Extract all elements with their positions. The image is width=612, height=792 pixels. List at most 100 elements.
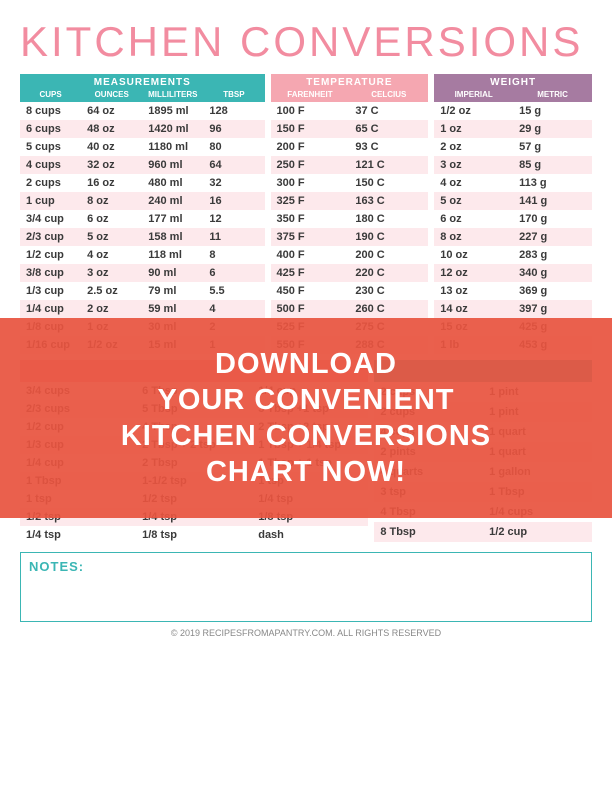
table-cell: 85 g [513,156,592,174]
table-cell: 8 cups [20,102,81,120]
table-cell: 113 g [513,174,592,192]
table-cell: 2 cups [20,174,81,192]
table-cell: 8 oz [434,228,513,246]
column-header: METRIC [513,90,592,99]
table-cell: 57 g [513,138,592,156]
table-row: 150 F65 C [271,120,429,138]
column-header: IMPERIAL [434,90,513,99]
table-cell: 200 F [271,138,350,156]
table-cell: 16 oz [81,174,142,192]
table-row: 8 cups64 oz1895 ml128 [20,102,265,120]
table-cell: 2 oz [434,138,513,156]
table-row: 3/8 cup3 oz90 ml6 [20,264,265,282]
weight-table: WEIGHT IMPERIALMETRIC 1/2 oz15 g1 oz29 g… [434,74,592,354]
table-cell: 128 [203,102,264,120]
temperature-header: TEMPERATURE [271,74,429,89]
table-cell: 8 Tbsp [374,522,483,542]
column-header: TBSP [203,90,264,99]
overlay-text: DOWNLOADYOUR CONVENIENTKITCHEN CONVERSIO… [121,346,491,491]
table-cell: 170 g [513,210,592,228]
table-cell: 1/2 cup [20,246,81,264]
weight-body: 1/2 oz15 g1 oz29 g2 oz57 g3 oz85 g4 oz11… [434,102,592,354]
table-cell: 64 [203,156,264,174]
table-cell: 4 cups [20,156,81,174]
table-cell: 400 F [271,246,350,264]
table-cell: 480 ml [142,174,203,192]
top-tables-row: MEASUREMENTS CUPSOUNCESMILLILITERSTBSP 8… [20,74,592,354]
table-cell: 369 g [513,282,592,300]
table-row: 375 F190 C [271,228,429,246]
table-cell: 1180 ml [142,138,203,156]
table-cell: 3/4 cup [20,210,81,228]
table-cell: 180 C [349,210,428,228]
column-header: CELCIUS [349,90,428,99]
table-cell: 150 F [271,120,350,138]
temperature-table: TEMPERATURE FARENHEITCELCIUS 100 F37 C15… [271,74,429,354]
table-cell: 15 g [513,102,592,120]
column-header: OUNCES [81,90,142,99]
table-cell: 64 oz [81,102,142,120]
temperature-body: 100 F37 C150 F65 C200 F93 C250 F121 C300… [271,102,429,354]
table-row: 450 F230 C [271,282,429,300]
table-cell: 59 ml [142,300,203,318]
table-cell: 1420 ml [142,120,203,138]
table-cell: 5 oz [81,228,142,246]
table-cell: 230 C [349,282,428,300]
table-cell: 100 F [271,102,350,120]
table-cell: 4 oz [81,246,142,264]
table-cell: dash [252,526,368,544]
table-row: 5 cups40 oz1180 ml80 [20,138,265,156]
table-cell: 1895 ml [142,102,203,120]
table-row: 14 oz397 g [434,300,592,318]
measurements-body: 8 cups64 oz1895 ml1286 cups48 oz1420 ml9… [20,102,265,354]
table-cell: 11 [203,228,264,246]
table-row: 1/3 cup2.5 oz79 ml5.5 [20,282,265,300]
table-cell: 220 C [349,264,428,282]
table-row: 300 F150 C [271,174,429,192]
table-row: 200 F93 C [271,138,429,156]
table-cell: 227 g [513,228,592,246]
table-cell: 3 oz [81,264,142,282]
table-cell: 250 F [271,156,350,174]
table-cell: 121 C [349,156,428,174]
table-cell: 93 C [349,138,428,156]
table-cell: 260 C [349,300,428,318]
table-cell: 8 oz [81,192,142,210]
table-row: 350 F180 C [271,210,429,228]
table-cell: 177 ml [142,210,203,228]
column-header: CUPS [20,90,81,99]
table-row: 325 F163 C [271,192,429,210]
measurements-subheader: CUPSOUNCESMILLILITERSTBSP [20,89,265,102]
table-row: 1/4 tsp1/8 tspdash [20,526,368,544]
table-row: 4 oz113 g [434,174,592,192]
table-cell: 5 cups [20,138,81,156]
table-cell: 6 oz [434,210,513,228]
table-cell: 397 g [513,300,592,318]
table-cell: 200 C [349,246,428,264]
temperature-subheader: FARENHEITCELCIUS [271,89,429,102]
table-row: 1 cup8 oz240 ml16 [20,192,265,210]
table-row: 1/2 oz15 g [434,102,592,120]
column-header: FARENHEIT [271,90,350,99]
table-cell: 1 oz [434,120,513,138]
table-row: 6 cups48 oz1420 ml96 [20,120,265,138]
measurements-header: MEASUREMENTS [20,74,265,89]
page-title: KITCHEN CONVERSIONS [20,18,592,66]
table-cell: 283 g [513,246,592,264]
table-cell: 40 oz [81,138,142,156]
table-row: 6 oz170 g [434,210,592,228]
table-row: 400 F200 C [271,246,429,264]
table-cell: 1/4 cup [20,300,81,318]
table-row: 3/4 cup6 oz177 ml12 [20,210,265,228]
download-overlay-banner[interactable]: DOWNLOADYOUR CONVENIENTKITCHEN CONVERSIO… [0,318,612,518]
table-cell: 118 ml [142,246,203,264]
table-cell: 375 F [271,228,350,246]
table-row: 3 oz85 g [434,156,592,174]
table-cell: 4 oz [434,174,513,192]
table-cell: 190 C [349,228,428,246]
table-cell: 37 C [349,102,428,120]
weight-subheader: IMPERIALMETRIC [434,89,592,102]
table-cell: 1/3 cup [20,282,81,300]
table-row: 4 cups32 oz960 ml64 [20,156,265,174]
table-cell: 1 cup [20,192,81,210]
